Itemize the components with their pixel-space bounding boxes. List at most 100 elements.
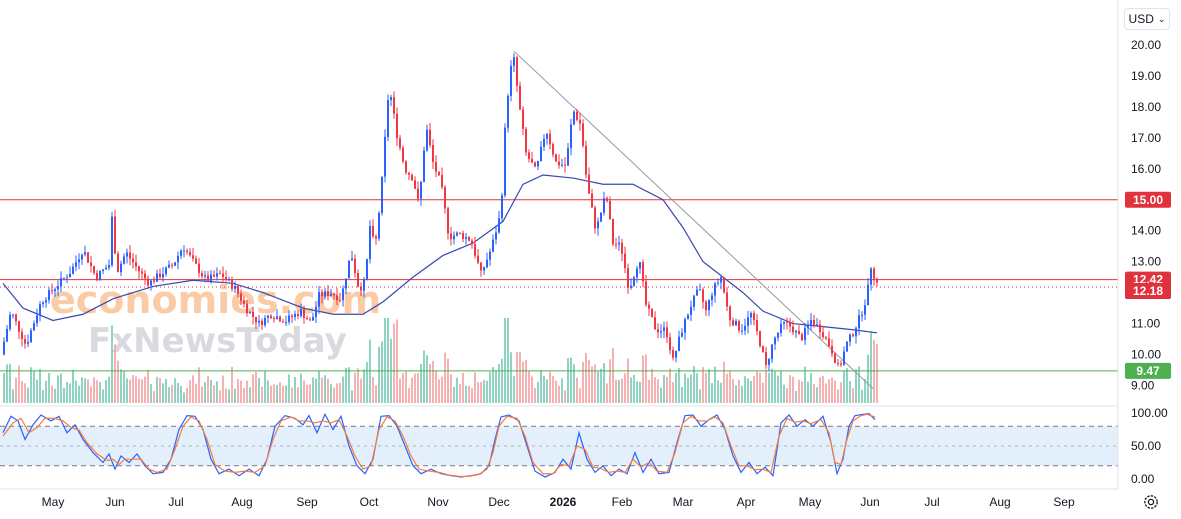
candle-body	[540, 146, 542, 161]
volume-bar	[804, 366, 806, 403]
time-axis-tick: Jun	[105, 495, 124, 509]
candle-body	[660, 330, 662, 333]
candle-body	[681, 332, 683, 337]
candle-body	[771, 344, 773, 360]
volume-bar	[402, 373, 404, 403]
candle-body	[699, 289, 701, 291]
volume-bar	[363, 369, 365, 403]
candle-body	[858, 315, 860, 329]
price-axis-tick: 19.00	[1131, 69, 1161, 83]
volume-bar	[324, 375, 326, 403]
candle-body	[672, 350, 674, 358]
volume-bar	[693, 366, 695, 403]
candle-body	[249, 311, 251, 314]
volume-bar	[783, 384, 785, 403]
axes: 20.00 19.00 18.00 17.00 16.00 14.00 13.00 11.00…	[0, 0, 1168, 509]
candle-body	[450, 233, 452, 240]
volume-bar	[426, 355, 428, 403]
volume-bar	[288, 374, 290, 403]
volume-bar	[621, 378, 623, 403]
candle-body	[453, 235, 455, 240]
candle-body	[228, 279, 230, 281]
candle-body	[390, 97, 392, 100]
volume-bar	[669, 368, 671, 403]
price-axis-tick: 14.00	[1131, 224, 1161, 238]
volume-bar	[738, 379, 740, 403]
volume-bar	[249, 387, 251, 403]
time-axis-tick: Nov	[427, 495, 448, 509]
candle-body	[501, 195, 503, 219]
candle-body	[270, 315, 272, 319]
candle-body	[861, 314, 863, 316]
candle-body	[693, 295, 695, 307]
volume-bar	[198, 367, 200, 403]
currency-dropdown[interactable]: USD ⌄	[1124, 8, 1170, 30]
candle-body	[105, 267, 107, 270]
volume-bar	[420, 363, 422, 403]
candle-body	[507, 95, 509, 128]
volume-bar	[306, 384, 308, 403]
candle-body	[336, 295, 338, 301]
candle-body	[867, 284, 869, 306]
candle-body	[294, 313, 296, 318]
candle-body	[237, 286, 239, 294]
candle-body	[558, 161, 560, 166]
volume-bar	[699, 389, 701, 403]
volume-bar	[318, 370, 320, 403]
volume-bar	[201, 386, 203, 403]
time-axis-tick: Mar	[673, 495, 694, 509]
candle-body	[552, 144, 554, 155]
candle-body	[51, 290, 53, 292]
volume-bar	[279, 382, 281, 403]
candle-body	[84, 252, 86, 255]
volume-bar	[570, 357, 572, 403]
candle-body	[282, 321, 284, 323]
candle-body	[777, 332, 779, 338]
volume-bar	[474, 372, 476, 403]
price-tag-12.18	[1125, 283, 1171, 300]
volume-bar	[498, 364, 500, 403]
candle-body	[264, 317, 266, 325]
settings-gear-icon[interactable]	[1142, 493, 1160, 511]
volume-bar	[672, 382, 674, 403]
volume-bar	[225, 388, 227, 403]
candle-body	[528, 152, 530, 159]
volume-bar	[417, 373, 419, 403]
candle-body	[231, 279, 233, 289]
candle-body	[108, 265, 110, 268]
volume-bar	[240, 380, 242, 403]
volume-bar	[18, 365, 20, 403]
candle-body	[828, 338, 830, 346]
volume-bar	[366, 362, 368, 403]
volume-bar	[696, 373, 698, 403]
candle-body	[306, 317, 308, 320]
candle-body	[291, 315, 293, 318]
volume-bar	[372, 377, 374, 403]
volume-bar	[315, 378, 317, 403]
volume-bar	[174, 378, 176, 403]
volume-bar	[15, 377, 17, 403]
candle-body	[531, 158, 533, 163]
candle-body	[60, 277, 62, 287]
volume-bar	[750, 380, 752, 403]
candle-body	[723, 277, 725, 293]
volume-bar	[591, 366, 593, 403]
candle-body	[57, 286, 59, 290]
candle-body	[432, 145, 434, 163]
candle-body	[324, 291, 326, 297]
volume-bar	[168, 387, 170, 403]
candle-body	[843, 351, 845, 365]
volume-bar	[585, 352, 587, 403]
volume-bar	[582, 362, 584, 403]
candle-body	[801, 334, 803, 341]
volume-bar	[27, 387, 29, 403]
candle-body	[42, 302, 44, 304]
volume-bar	[12, 389, 14, 403]
volume-bar	[99, 382, 101, 403]
candle-body	[102, 269, 104, 272]
candle-body	[516, 57, 518, 86]
candle-body	[165, 267, 167, 274]
volume-bar	[393, 323, 395, 403]
candle-body	[396, 113, 398, 139]
